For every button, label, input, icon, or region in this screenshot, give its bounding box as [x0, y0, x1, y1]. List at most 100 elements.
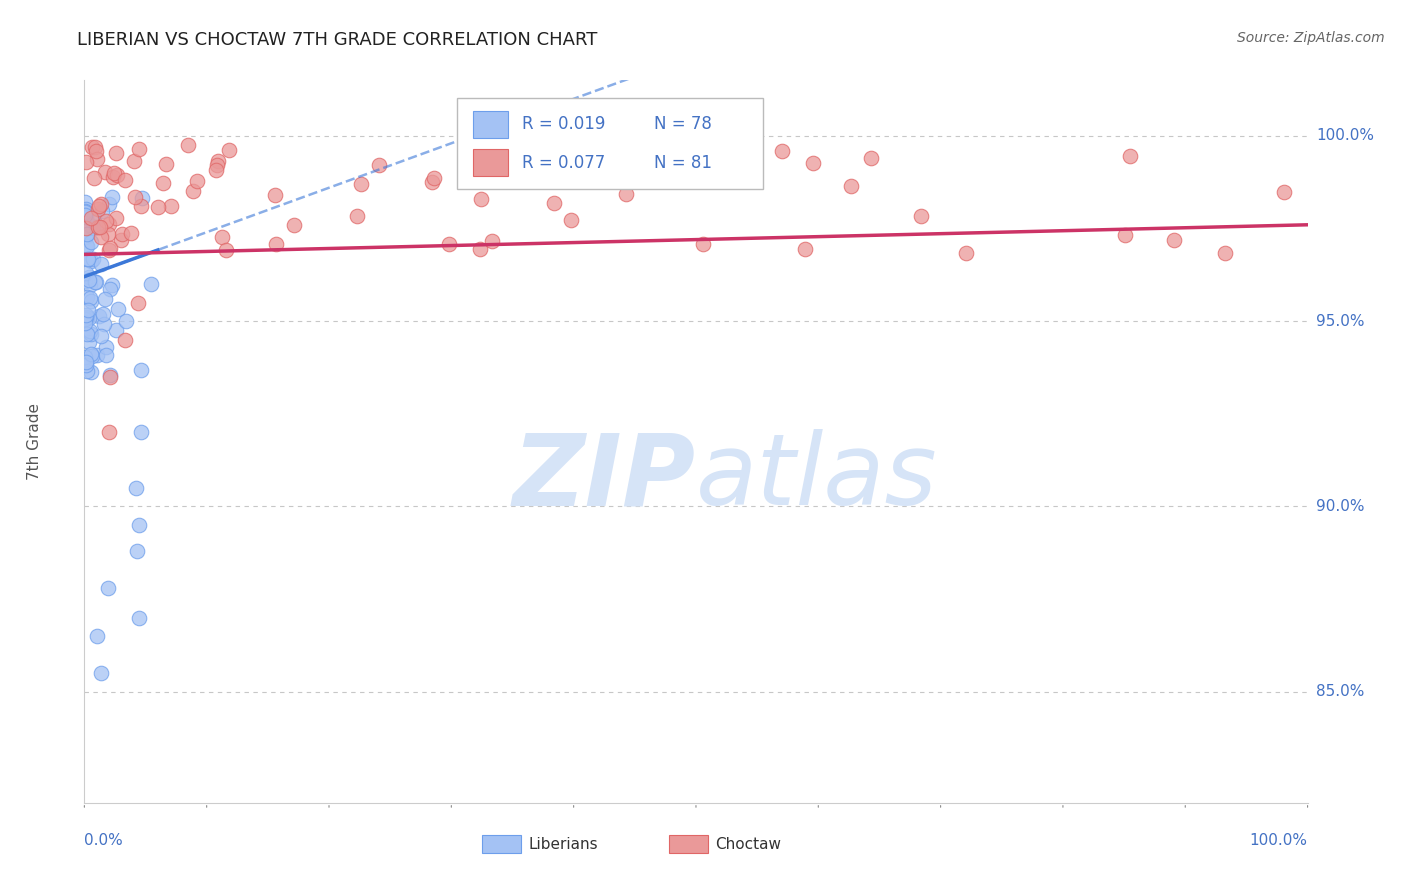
Point: [120, 226, 142, 240]
Point: [152, 177, 174, 191]
Point: [90, 328, 112, 343]
Point: [101, 277, 124, 292]
Point: [75, 237, 97, 252]
Point: [215, 243, 238, 257]
Text: N = 81: N = 81: [654, 153, 713, 171]
Point: [588, 172, 610, 186]
Point: [114, 333, 136, 347]
Point: [97, 425, 120, 440]
Point: [283, 219, 305, 233]
Point: [1114, 227, 1136, 242]
Point: [79, 291, 101, 305]
Point: [101, 169, 124, 184]
Point: [79, 218, 101, 232]
Point: [76, 252, 98, 266]
Point: [75, 228, 97, 243]
Text: ZIP: ZIP: [513, 429, 696, 526]
Point: [91, 307, 114, 321]
Point: [75, 211, 97, 225]
Text: 85.0%: 85.0%: [1316, 684, 1364, 699]
Point: [98, 197, 121, 211]
Point: [86, 152, 108, 166]
Point: [218, 143, 240, 157]
Point: [146, 200, 169, 214]
Point: [350, 177, 373, 191]
Point: [841, 178, 863, 193]
Point: [96, 348, 118, 362]
Text: 7th Grade: 7th Grade: [27, 403, 42, 480]
Point: [155, 157, 177, 171]
Point: [772, 144, 794, 158]
Point: [114, 172, 136, 186]
Text: 95.0%: 95.0%: [1316, 314, 1364, 328]
Point: [103, 166, 125, 180]
Point: [75, 202, 97, 216]
Point: [264, 187, 287, 202]
FancyBboxPatch shape: [669, 835, 709, 854]
Point: [79, 278, 101, 293]
Point: [84, 139, 107, 153]
Point: [76, 227, 98, 241]
Point: [205, 162, 228, 177]
Point: [160, 199, 183, 213]
Point: [437, 237, 460, 252]
Point: [560, 212, 582, 227]
Point: [75, 355, 97, 369]
Point: [86, 629, 108, 643]
Point: [801, 156, 824, 170]
Point: [76, 327, 98, 342]
Point: [115, 314, 138, 328]
Point: [955, 245, 977, 260]
Point: [96, 213, 118, 227]
Point: [470, 192, 492, 206]
Text: atlas: atlas: [696, 429, 938, 526]
Point: [131, 425, 153, 440]
Point: [82, 252, 104, 266]
FancyBboxPatch shape: [474, 149, 508, 177]
Point: [98, 241, 121, 255]
Text: LIBERIAN VS CHOCTAW 7TH GRADE CORRELATION CHART: LIBERIAN VS CHOCTAW 7TH GRADE CORRELATIO…: [77, 31, 598, 49]
Point: [131, 191, 153, 205]
Point: [139, 277, 162, 291]
Point: [86, 144, 108, 158]
Point: [110, 233, 132, 247]
Point: [91, 203, 114, 218]
Point: [79, 324, 101, 338]
Point: [77, 311, 100, 326]
Point: [128, 143, 150, 157]
Point: [76, 310, 98, 325]
Point: [73, 205, 96, 219]
Point: [80, 327, 103, 342]
Point: [86, 219, 108, 234]
Text: Source: ZipAtlas.com: Source: ZipAtlas.com: [1237, 31, 1385, 45]
Point: [80, 293, 103, 308]
Text: 100.0%: 100.0%: [1316, 128, 1374, 144]
Point: [181, 184, 204, 198]
Point: [98, 368, 121, 383]
Point: [128, 610, 150, 624]
Point: [420, 175, 443, 189]
Point: [468, 242, 491, 256]
Text: R = 0.077: R = 0.077: [522, 153, 606, 171]
Point: [75, 309, 97, 323]
Point: [211, 229, 233, 244]
Point: [614, 187, 637, 202]
Point: [90, 666, 112, 681]
Text: N = 78: N = 78: [654, 115, 713, 133]
Point: [124, 153, 146, 168]
Point: [543, 195, 565, 210]
Point: [86, 347, 108, 361]
Point: [125, 544, 148, 558]
Point: [82, 220, 104, 235]
Point: [264, 237, 287, 252]
Point: [80, 235, 103, 249]
Point: [100, 369, 122, 384]
Point: [89, 219, 111, 234]
Point: [75, 155, 97, 169]
Point: [100, 189, 122, 203]
Point: [94, 293, 117, 307]
Point: [97, 243, 120, 257]
Point: [501, 142, 523, 156]
Point: [129, 199, 152, 213]
Point: [859, 151, 882, 165]
